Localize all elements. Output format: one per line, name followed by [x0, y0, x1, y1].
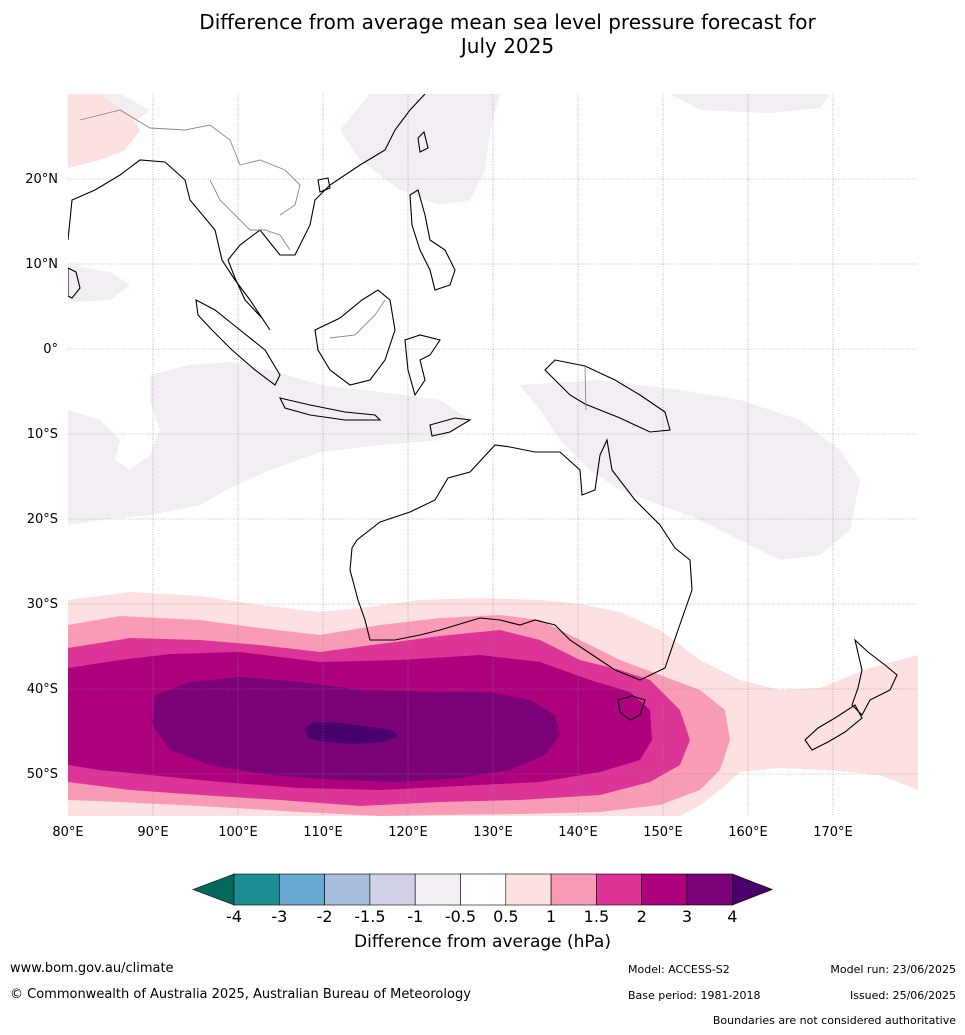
- colorbar-extend-low: [192, 873, 235, 906]
- region-neg-ne: [670, 94, 830, 113]
- lon-tick-label: 120°E: [388, 825, 428, 840]
- lat-tick-label: 30°S: [27, 597, 58, 612]
- colorbar-swatch: [505, 873, 552, 906]
- hainan-outline: [317, 177, 331, 193]
- colorbar-tick-label: 2: [637, 907, 647, 926]
- colorbar-tick-label: -0.5: [445, 907, 476, 926]
- lon-tick-label: 110°E: [303, 825, 343, 840]
- colorbar-tick-label: -3: [271, 907, 287, 926]
- map-title: Difference from average mean sea level p…: [0, 10, 965, 58]
- colorbar-swatch: [324, 873, 371, 906]
- title-line-1: Difference from average mean sea level p…: [199, 10, 816, 34]
- footer-copyright: © Commonwealth of Australia 2025, Austra…: [10, 987, 471, 1002]
- taiwan-outline: [417, 130, 429, 153]
- timor-outline: [429, 417, 472, 437]
- region-neg-coral-sea: [520, 380, 860, 560]
- lon-tick-label: 100°E: [218, 825, 258, 840]
- lon-tick-label: 160°E: [728, 825, 768, 840]
- footer-disclaimer: Boundaries are not considered authoritat…: [712, 1014, 956, 1027]
- lon-tick-label: 150°E: [643, 825, 683, 840]
- colorbar-swatch: [641, 873, 688, 906]
- band-above-4: [305, 722, 398, 744]
- australia-outline: [349, 438, 693, 681]
- tasmania-outline: [617, 695, 646, 721]
- footer-model: Model: ACCESS-S2: [628, 963, 730, 976]
- latitude-labels: 20°N 10°N 0° 10°S 20°S 30°S 40°S 50°S: [25, 172, 58, 782]
- java-outline: [278, 397, 382, 421]
- footer-base-period: Base period: 1981-2018: [628, 989, 761, 1002]
- new-guinea-outline: [544, 359, 671, 433]
- colorbar-tick-label: -1: [407, 907, 423, 926]
- lon-tick-label: 140°E: [558, 825, 598, 840]
- lon-tick-label: 130°E: [473, 825, 513, 840]
- colorbar-tick-label: 3: [682, 907, 692, 926]
- colorbar: -4 -3 -2 -1.5 -1 -0.5 0.5 1 1.5 2 3 4: [192, 873, 774, 926]
- lat-tick-label: 20°S: [27, 512, 58, 527]
- colorbar-swatch: [686, 873, 733, 906]
- lat-tick-label: 40°S: [27, 682, 58, 697]
- footer-website[interactable]: www.bom.gov.au/climate: [10, 961, 174, 976]
- border-asia-1: [79, 109, 301, 216]
- philippines-outline: [409, 189, 456, 291]
- lon-tick-label: 80°E: [52, 825, 83, 840]
- sumatra-outline: [195, 299, 281, 386]
- sri-lanka-outline: [68, 267, 81, 299]
- positive-anomaly-bands: [68, 592, 918, 816]
- longitude-labels: 80°E 90°E 100°E 110°E 120°E 130°E 140°E 150°E 16…: [52, 825, 852, 840]
- lat-tick-label: 10°S: [27, 427, 58, 442]
- sulawesi-outline: [404, 334, 441, 397]
- colorbar-swatch: [414, 873, 461, 906]
- map-body: [68, 94, 918, 816]
- colorbar-swatch: [233, 873, 280, 906]
- title-line-2: July 2025: [460, 34, 555, 58]
- lon-tick-label: 90°E: [137, 825, 168, 840]
- colorbar-title: Difference from average (hPa): [354, 932, 611, 952]
- border-asia-2: [209, 179, 291, 251]
- region-pos-nw: [68, 94, 140, 168]
- lat-tick-label: 10°N: [25, 257, 58, 272]
- negative-anomaly-regions: [68, 94, 860, 560]
- colorbar-tick-label: 1.5: [584, 907, 609, 926]
- colorbar-tick-label: 0.5: [493, 907, 518, 926]
- colorbar-swatch: [550, 873, 597, 906]
- colorbar-tick-label: -1.5: [354, 907, 385, 926]
- colorbar-tick-label: 1: [546, 907, 556, 926]
- lat-tick-label: 50°S: [27, 767, 58, 782]
- coastlines: [68, 94, 898, 751]
- lon-tick-label: 170°E: [813, 825, 853, 840]
- lat-tick-label: 0°: [43, 342, 58, 357]
- region-neg-tropics-west: [68, 362, 470, 525]
- footer-model-run: Model run: 23/06/2025: [830, 963, 956, 976]
- graticule: [68, 94, 918, 816]
- nz-north-outline: [851, 638, 898, 716]
- border-borneo: [329, 299, 386, 339]
- lat-tick-label: 20°N: [25, 172, 58, 187]
- country-borders: [79, 109, 587, 411]
- colorbar-tick-label: 4: [727, 907, 737, 926]
- colorbar-extend-high: [731, 873, 774, 906]
- colorbar-tick-label: -2: [317, 907, 333, 926]
- region-neg-west: [68, 265, 130, 302]
- mainland-asia-outline: [68, 94, 426, 331]
- colorbar-swatch: [596, 873, 643, 906]
- nz-south-outline: [804, 704, 863, 751]
- border-png: [584, 365, 587, 411]
- colorbar-tick-label: -4: [226, 907, 242, 926]
- footer-issued: Issued: 25/06/2025: [849, 989, 956, 1002]
- colorbar-swatch: [460, 873, 507, 906]
- colorbar-swatch: [278, 873, 325, 906]
- borneo-outline: [314, 289, 396, 386]
- colorbar-swatch: [369, 873, 416, 906]
